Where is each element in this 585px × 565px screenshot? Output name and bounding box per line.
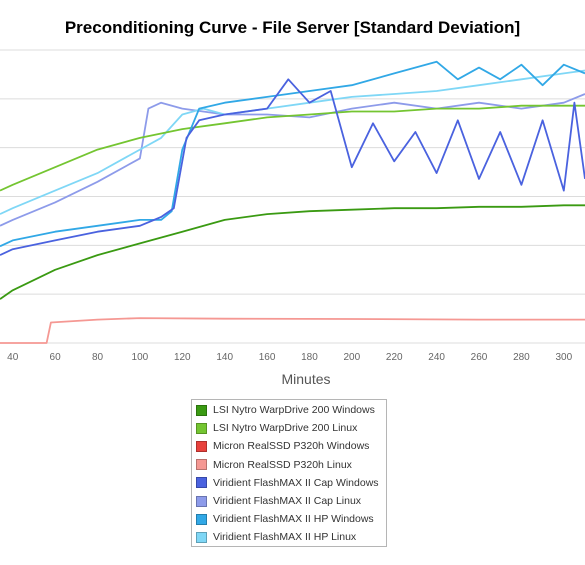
- legend-item[interactable]: Viridient FlashMAX II HP Linux: [196, 528, 382, 546]
- legend-item[interactable]: Viridient FlashMAX II HP Windows: [196, 510, 382, 528]
- series-line-3: [0, 317, 585, 344]
- x-tick-label: 200: [344, 352, 361, 363]
- series-lines: [0, 60, 585, 344]
- x-tick-label: 120: [174, 352, 191, 363]
- x-tick-label: 160: [259, 352, 276, 363]
- legend-item[interactable]: Micron RealSSD P320h Windows: [196, 437, 382, 455]
- legend-item[interactable]: Viridient FlashMAX II Cap Linux: [196, 492, 382, 510]
- x-tick-label: 280: [513, 352, 530, 363]
- legend-item[interactable]: LSI Nytro WarpDrive 200 Windows: [196, 401, 382, 419]
- legend-label: Viridient FlashMAX II Cap Linux: [213, 495, 362, 508]
- legend-label: LSI Nytro WarpDrive 200 Linux: [213, 422, 358, 435]
- x-axis-label: Minutes: [281, 371, 330, 387]
- series-line-0: [0, 204, 585, 300]
- legend-swatch: [196, 495, 207, 507]
- chart-title: Preconditioning Curve - File Server [Sta…: [64, 18, 521, 37]
- series-line-5: [0, 93, 585, 227]
- legend-swatch: [196, 531, 207, 543]
- legend-label: LSI Nytro WarpDrive 200 Windows: [213, 404, 375, 417]
- series-line-4: [0, 78, 585, 256]
- x-tick-label: 80: [92, 352, 104, 363]
- x-tick-label: 100: [132, 352, 149, 363]
- x-tick-label: 40: [7, 352, 19, 363]
- plot-area: 40 60 80 100 120 140 160 180 200 220 240 260 280 300 …: [0, 49, 585, 387]
- x-tick-label: 260: [471, 352, 488, 363]
- legend-label: Micron RealSSD P320h Linux: [213, 458, 352, 471]
- legend-item[interactable]: LSI Nytro WarpDrive 200 Linux: [196, 419, 382, 437]
- legend-swatch: [196, 440, 207, 452]
- series-line-6: [0, 60, 585, 248]
- x-tick-labels: 40 60 80 100 120 140 160 180 200 220 240 260 280 300: [7, 352, 572, 363]
- legend-item[interactable]: Viridient FlashMAX II Cap Windows: [196, 474, 382, 492]
- legend-item[interactable]: Micron RealSSD P320h Linux: [196, 456, 382, 474]
- legend-label: Viridient FlashMAX II HP Linux: [213, 531, 357, 544]
- legend-swatch: [196, 459, 207, 471]
- x-tick-label: 300: [555, 352, 572, 363]
- legend-label: Viridient FlashMAX II Cap Windows: [213, 476, 379, 489]
- x-tick-label: 220: [386, 352, 403, 363]
- series-line-7: [0, 69, 585, 215]
- legend-label: Viridient FlashMAX II HP Windows: [213, 513, 374, 526]
- legend: LSI Nytro WarpDrive 200 Windows LSI Nytro…: [191, 399, 387, 547]
- legend-swatch: [196, 513, 207, 525]
- x-tick-label: 240: [428, 352, 445, 363]
- x-tick-label: 140: [216, 352, 233, 363]
- legend-swatch: [196, 422, 207, 434]
- x-tick-label: 180: [301, 352, 318, 363]
- legend-swatch: [196, 477, 207, 489]
- grid-lines: [0, 49, 585, 344]
- legend-label: Micron RealSSD P320h Windows: [213, 440, 370, 453]
- legend-swatch: [196, 404, 207, 416]
- x-tick-label: 60: [50, 352, 62, 363]
- series-line-1: [0, 104, 585, 192]
